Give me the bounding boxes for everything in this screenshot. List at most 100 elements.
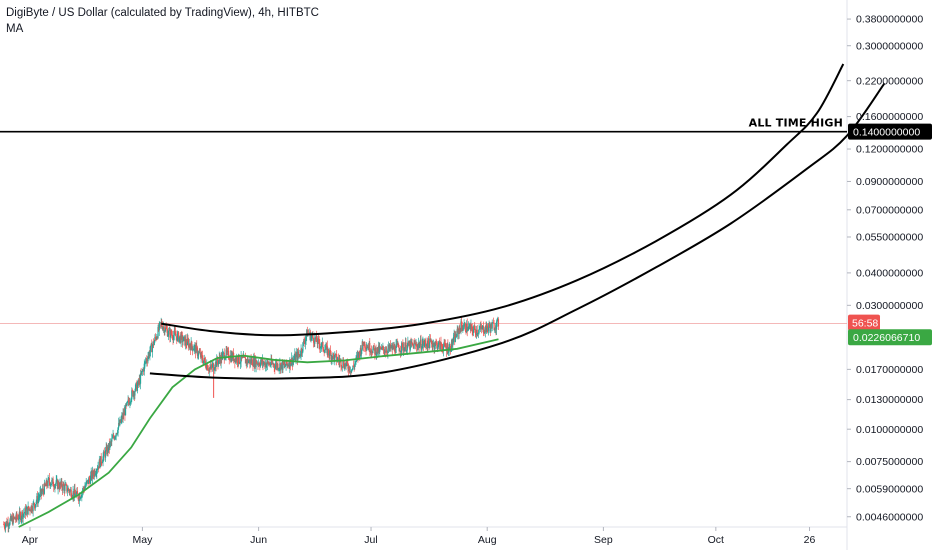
price-axis[interactable]: 0.3800000000 0.3000000000 0.2200000000 0.16… <box>847 14 923 524</box>
candle-body <box>166 329 169 337</box>
candle-body <box>475 329 478 336</box>
candle-body <box>123 410 125 416</box>
candle-body <box>105 447 107 451</box>
candle-body <box>31 510 34 512</box>
candle-body <box>115 433 117 437</box>
candle-body <box>443 341 445 347</box>
time-axis[interactable]: Apr May Jun Jul Aug Sep Oct 26 <box>22 527 816 546</box>
candle-body <box>281 362 283 365</box>
candle-body <box>153 341 155 346</box>
candle-body <box>191 346 193 351</box>
candle-body <box>272 363 274 366</box>
candle-body <box>44 485 47 487</box>
candle-body <box>213 369 215 371</box>
candle-body <box>472 329 475 333</box>
candle-body <box>404 342 406 348</box>
candle-body <box>294 353 297 361</box>
candle-body <box>104 450 107 458</box>
candle-body <box>42 488 44 491</box>
candle-body <box>222 352 224 354</box>
candle-body <box>413 342 415 349</box>
candle-body <box>356 354 358 357</box>
candle-body <box>145 359 147 362</box>
candle-body <box>171 334 173 336</box>
candle-body <box>437 342 440 347</box>
candle-body <box>285 360 287 367</box>
candle-body <box>70 489 72 497</box>
candle-body <box>306 330 308 337</box>
candle-body <box>485 326 487 332</box>
candle-body <box>496 319 498 322</box>
candle-body <box>8 525 10 527</box>
candle-body <box>350 371 352 373</box>
candle-body <box>100 456 102 463</box>
candle-body <box>240 355 242 363</box>
candle-body <box>394 351 396 353</box>
candle-body <box>411 342 413 345</box>
candle-body <box>428 343 430 349</box>
candle-body <box>409 341 411 350</box>
candle-body <box>41 488 44 492</box>
candle-body <box>497 319 499 321</box>
candle-body <box>228 350 230 359</box>
candle-body <box>282 361 284 370</box>
price-tick-label: 0.0075000000 <box>856 456 923 468</box>
candle-body <box>199 352 201 354</box>
candle-body <box>208 369 210 371</box>
candle-body <box>122 413 124 419</box>
candle-body <box>45 480 47 486</box>
candle-body <box>286 360 288 365</box>
candle-body <box>81 492 83 497</box>
candle-body <box>462 328 464 330</box>
candle-body <box>130 399 132 403</box>
candle-body <box>203 358 205 361</box>
candle-body <box>197 355 199 356</box>
candle-body <box>368 342 370 350</box>
candle-body <box>471 326 473 331</box>
candle-body <box>86 481 88 483</box>
candle-body <box>189 346 192 351</box>
candle-body <box>74 488 76 494</box>
candle-body <box>303 340 305 343</box>
candle-body <box>414 342 416 344</box>
candle-body <box>364 347 367 349</box>
candle-body <box>109 442 111 449</box>
candle-body <box>159 322 161 324</box>
candle-body <box>102 456 104 463</box>
candle-body <box>479 328 481 330</box>
candle-body <box>497 319 500 327</box>
candle-body <box>419 344 421 348</box>
candle-body <box>34 505 36 508</box>
candle-body <box>410 341 412 344</box>
candle-body <box>324 349 326 353</box>
candle-body <box>25 509 27 515</box>
candle-body <box>320 346 322 348</box>
candle-body <box>494 329 496 331</box>
candle-body <box>89 479 91 484</box>
candle-body <box>80 496 82 498</box>
indicator-label[interactable]: MA <box>6 23 24 35</box>
candle-body <box>325 345 327 349</box>
candle-body <box>5 524 7 529</box>
candle-body <box>416 343 418 347</box>
candle-body <box>333 355 335 361</box>
moving-average-series <box>18 338 499 528</box>
candle-body <box>402 343 404 351</box>
candle-body <box>444 343 446 347</box>
candle-body <box>412 344 415 349</box>
time-tick-label: Oct <box>708 534 724 546</box>
candle-body <box>181 335 183 343</box>
candle-body <box>343 366 345 369</box>
ath-price-tag: 0.1400000000 <box>853 126 920 138</box>
candle-body <box>304 339 307 344</box>
candle-body <box>43 483 45 494</box>
candle-body <box>242 357 244 358</box>
candle-body <box>120 419 122 423</box>
candle-body <box>46 485 49 487</box>
candle-body <box>129 402 132 403</box>
candle-body <box>116 433 118 435</box>
candle-body <box>260 359 262 363</box>
candle-body <box>36 496 38 502</box>
candle-body <box>297 351 299 360</box>
